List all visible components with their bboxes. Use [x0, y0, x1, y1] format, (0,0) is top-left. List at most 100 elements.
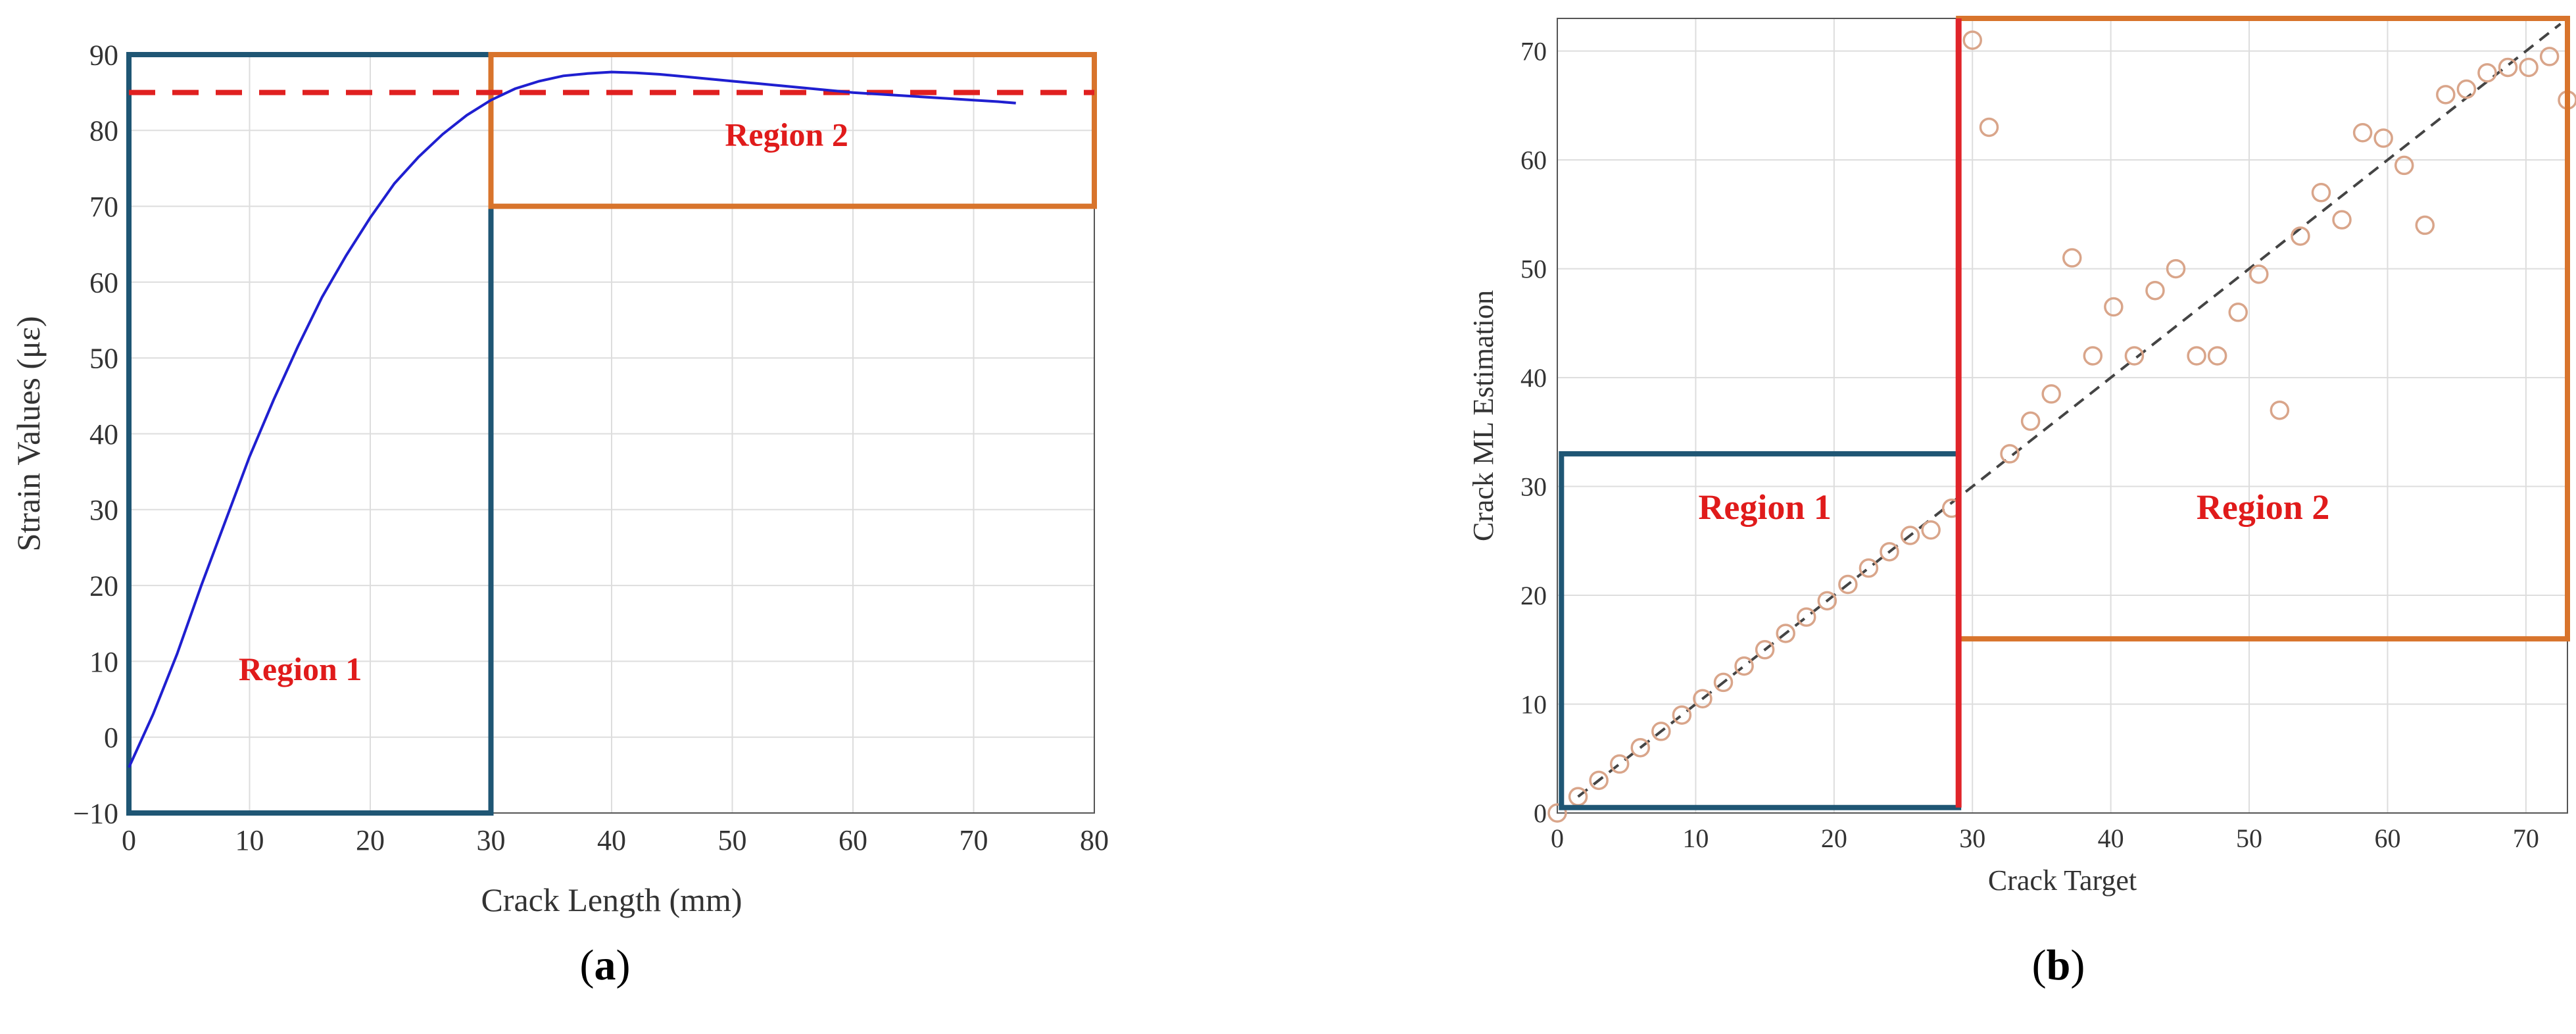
caption-a: (a)	[579, 941, 631, 989]
chart-b-y-axis-label: Crack ML Estimation	[1467, 290, 1499, 541]
chart-b-point	[2207, 346, 2227, 366]
chart-b-point	[2352, 123, 2373, 143]
chart-b-point	[2436, 85, 2456, 105]
a-x-tick-label: 60	[838, 824, 867, 856]
chart-a-region-2-label: Region 2	[725, 116, 848, 153]
chart-b-point	[1693, 689, 1713, 708]
chart-b-point	[2394, 155, 2414, 176]
b-x-tick-label: 60	[2374, 824, 2400, 853]
chart-b-region-2-box	[1956, 16, 2571, 642]
chart-b-point	[2249, 264, 2269, 284]
caption-b-letter: b	[2046, 941, 2071, 989]
chart-b-point	[2291, 226, 2310, 246]
chart-b-point	[2373, 128, 2393, 148]
a-x-tick-label: 30	[477, 824, 506, 856]
chart-b-point	[1962, 30, 1982, 50]
a-x-tick-label: 10	[235, 824, 264, 856]
a-y-tick-label: 20	[89, 570, 118, 603]
a-y-tick-label: 60	[89, 266, 118, 299]
chart-b-point	[1734, 656, 1754, 676]
a-y-tick-label: 70	[89, 191, 118, 223]
b-y-tick-label: 30	[1520, 472, 1547, 502]
chart-b-point	[2041, 384, 2061, 404]
chart-b-point	[1880, 542, 1899, 562]
a-x-tick-label: 50	[718, 824, 747, 856]
chart-a-x-axis-label: Crack Length (mm)	[481, 881, 742, 918]
chart-b-point	[2519, 57, 2539, 78]
chart-b-point	[2124, 346, 2145, 366]
a-x-tick-label: 80	[1080, 824, 1109, 856]
chart-b-point	[1589, 770, 1609, 791]
chart-b-point	[2083, 346, 2103, 366]
chart-a-region-1-box	[126, 52, 494, 816]
chart-b-point	[2000, 444, 2020, 464]
a-y-tick-label: 10	[89, 646, 118, 678]
chart-a-region-1-label: Region 1	[239, 651, 362, 687]
chart-b-point	[2456, 79, 2477, 99]
b-y-tick-label: 0	[1534, 799, 1547, 828]
b-x-tick-label: 20	[1821, 824, 1847, 853]
chart-b-points	[1547, 30, 2576, 823]
b-y-tick-label: 60	[1520, 145, 1547, 175]
chart-b-point	[1900, 526, 1920, 545]
b-y-tick-label: 10	[1520, 690, 1547, 720]
b-x-tick-label: 10	[1682, 824, 1709, 853]
a-x-tick-label: 40	[597, 824, 626, 856]
chart-b-point	[1979, 117, 1999, 137]
b-y-tick-label: 50	[1520, 255, 1547, 284]
b-y-tick-label: 70	[1520, 37, 1547, 66]
a-x-tick-label: 70	[960, 824, 988, 856]
chart-b-point	[1609, 754, 1630, 774]
chart-b-region-1-label: Region 1	[1698, 487, 1832, 527]
a-y-tick-label: 50	[89, 343, 118, 375]
chart-b-point	[2477, 62, 2497, 83]
chart-b-point	[2498, 57, 2518, 78]
b-y-tick-label: 40	[1520, 363, 1547, 393]
b-y-tick-label: 20	[1520, 581, 1547, 610]
a-x-tick-label: 0	[122, 824, 136, 856]
a-y-tick-label: 40	[89, 418, 118, 451]
chart-a-strain-curve	[128, 70, 1016, 768]
a-y-tick-label: −10	[73, 797, 118, 829]
chart-b-point	[2145, 280, 2165, 301]
chart-b-point	[2539, 47, 2560, 66]
b-x-tick-label: 30	[1959, 824, 1985, 853]
chart-a-grid	[128, 54, 1095, 814]
chart-a-region-2-box	[488, 52, 1097, 209]
chart-b-point	[2270, 400, 2290, 420]
caption-b: (b)	[2031, 941, 2085, 989]
chart-a: 0 10 20 30 40 50 60 70 80−100102030405060708090 …	[10, 39, 1109, 918]
chart-b-point	[1755, 640, 1775, 660]
chart-b-region-2-label: Region 2	[2197, 487, 2330, 527]
chart-b-point	[1838, 574, 1858, 595]
chart-b-point	[2311, 183, 2331, 203]
chart-b-point	[1921, 520, 1941, 540]
chart-b-ticks: 0 10 20 30 40 50 60 70 0 10 20 30 40 50 60 70	[1520, 37, 2539, 853]
chart-b-x-axis-label: Crack Target	[1988, 864, 2137, 897]
chart-b-point	[1630, 737, 1650, 758]
chart-b-point	[1713, 672, 1734, 693]
chart-b-point	[1776, 624, 1795, 643]
chart-b-point	[2062, 248, 2082, 268]
chart-b-point	[2228, 303, 2248, 322]
caption-a-letter: a	[594, 941, 616, 989]
b-x-tick-label: 40	[2098, 824, 2124, 853]
a-y-tick-label: 90	[89, 39, 118, 71]
chart-b-point	[2166, 258, 2186, 279]
chart-b-point	[2020, 411, 2041, 431]
chart-b-point	[1859, 558, 1879, 578]
chart-b-point	[1672, 705, 1692, 725]
a-y-tick-label: 30	[89, 494, 118, 526]
chart-b-point	[1547, 803, 1567, 823]
chart-b-identity-line	[1577, 22, 2562, 798]
a-y-tick-label: 80	[89, 115, 118, 147]
chart-b-point	[2104, 297, 2124, 317]
b-x-tick-label: 70	[2513, 824, 2539, 853]
chart-b-point	[2332, 210, 2352, 230]
chart-a-y-axis-label: Strain Values (με)	[10, 316, 47, 552]
chart-b-point	[2187, 346, 2206, 366]
b-x-tick-label: 0	[1551, 824, 1564, 853]
